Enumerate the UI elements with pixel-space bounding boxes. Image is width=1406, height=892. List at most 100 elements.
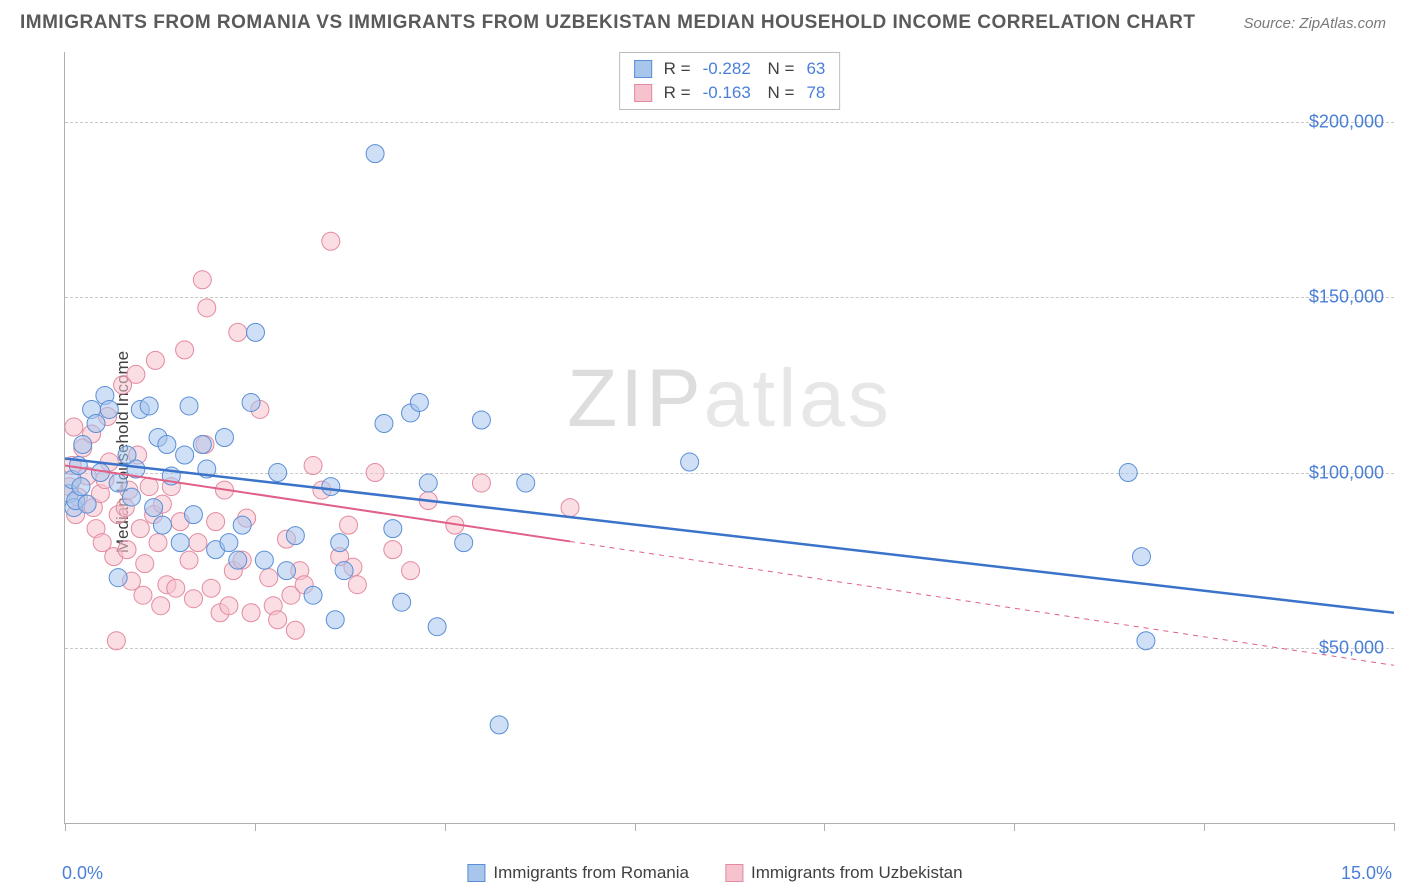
legend-label: Immigrants from Romania [493, 863, 689, 883]
x-max-label: 15.0% [1341, 863, 1392, 884]
data-point [152, 597, 170, 615]
data-point [118, 541, 136, 559]
data-point [229, 323, 247, 341]
x-tick [1204, 823, 1205, 831]
data-point [167, 579, 185, 597]
data-point [207, 513, 225, 531]
data-point [215, 429, 233, 447]
data-point [255, 551, 273, 569]
data-point [260, 569, 278, 587]
data-point [517, 474, 535, 492]
plot-region: ZIPatlas R =-0.282 N =63R =-0.163 N =78 … [64, 52, 1394, 824]
data-point [242, 393, 260, 411]
stat-r-label: R = [664, 59, 691, 79]
x-min-label: 0.0% [62, 863, 103, 884]
x-tick [65, 823, 66, 831]
data-point [145, 499, 163, 517]
data-point [140, 397, 158, 415]
data-point [348, 576, 366, 594]
data-point [384, 520, 402, 538]
data-point [1119, 464, 1137, 482]
data-point [1137, 632, 1155, 650]
data-point [322, 478, 340, 496]
x-tick [1014, 823, 1015, 831]
data-point [375, 414, 393, 432]
chart-area: Median Household Income ZIPatlas R =-0.2… [36, 52, 1394, 852]
data-point [384, 541, 402, 559]
x-tick [824, 823, 825, 831]
chart-header: IMMIGRANTS FROM ROMANIA VS IMMIGRANTS FR… [0, 0, 1406, 42]
data-point [153, 516, 171, 534]
data-point [184, 590, 202, 608]
data-point [366, 145, 384, 163]
data-point [340, 516, 358, 534]
data-point [158, 436, 176, 454]
stats-row: R = -0.163 N = 78 [634, 81, 826, 105]
data-point [242, 604, 260, 622]
data-point [220, 597, 238, 615]
data-point [304, 457, 322, 475]
data-point [229, 551, 247, 569]
data-point [490, 716, 508, 734]
data-point [136, 555, 154, 573]
data-point [78, 495, 96, 513]
data-point [428, 618, 446, 636]
swatch-icon [467, 864, 485, 882]
data-point [109, 474, 127, 492]
data-point [326, 611, 344, 629]
stat-n-value: 78 [806, 83, 825, 103]
data-point [419, 474, 437, 492]
data-point [140, 478, 158, 496]
stat-n-value: 63 [806, 59, 825, 79]
data-point [455, 534, 473, 552]
data-point [100, 400, 118, 418]
data-point [1132, 548, 1150, 566]
data-point [393, 593, 411, 611]
data-point [122, 488, 140, 506]
stat-n-label: N = [763, 83, 795, 103]
swatch-icon [634, 84, 652, 102]
stat-n-label: N = [763, 59, 795, 79]
data-point [72, 478, 90, 496]
x-tick [1394, 823, 1395, 831]
data-point [176, 341, 194, 359]
legend-item: Immigrants from Uzbekistan [725, 863, 963, 883]
data-point [131, 520, 149, 538]
data-point [472, 474, 490, 492]
data-point [681, 453, 699, 471]
bottom-bar: 0.0% Immigrants from RomaniaImmigrants f… [36, 858, 1394, 888]
data-point [331, 534, 349, 552]
data-point [561, 499, 579, 517]
data-point [87, 414, 105, 432]
data-point [127, 365, 145, 383]
data-point [171, 534, 189, 552]
data-point [107, 632, 125, 650]
data-point [193, 271, 211, 289]
scatter-svg [65, 52, 1394, 823]
data-point [472, 411, 490, 429]
data-point [149, 534, 167, 552]
data-point [198, 299, 216, 317]
x-tick [255, 823, 256, 831]
data-point [246, 323, 264, 341]
legend-bottom: Immigrants from Romania Immigrants from U… [467, 863, 962, 883]
stat-r-label: R = [664, 83, 691, 103]
data-point [278, 562, 296, 580]
x-tick [635, 823, 636, 831]
x-tick [445, 823, 446, 831]
data-point [410, 393, 428, 411]
swatch-icon [725, 864, 743, 882]
swatch-icon [634, 60, 652, 78]
data-point [74, 436, 92, 454]
data-point [65, 418, 83, 436]
data-point [109, 569, 127, 587]
regression-line-dashed [570, 541, 1394, 665]
data-point [202, 579, 220, 597]
data-point [269, 611, 287, 629]
data-point [335, 562, 353, 580]
stat-r-value: -0.282 [703, 59, 751, 79]
stats-legend-box: R = -0.282 N = 63 R = -0.163 N = 78 [619, 52, 841, 110]
stat-r-value: -0.163 [703, 83, 751, 103]
regression-line [65, 459, 1394, 613]
stats-row: R = -0.282 N = 63 [634, 57, 826, 81]
